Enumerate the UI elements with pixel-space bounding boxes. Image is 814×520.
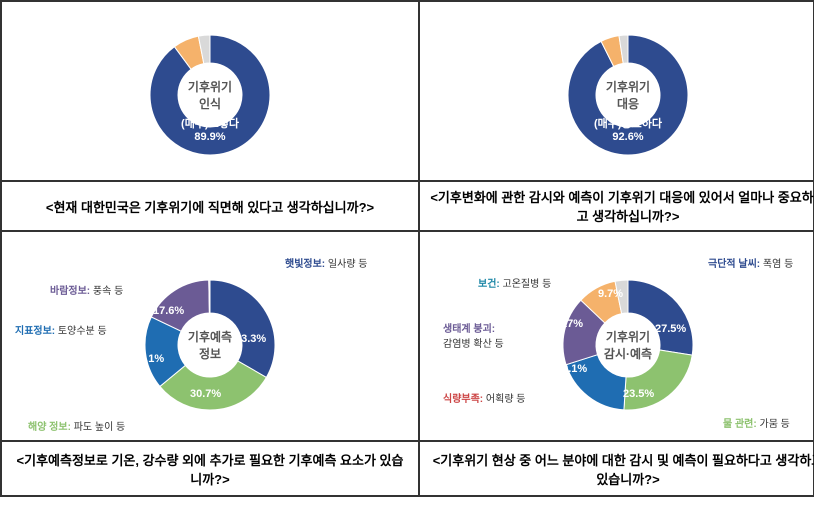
donut-2-main: (매우)중요하다92.6% [594,115,662,143]
slice-ext-label: 식량부족: 어획량 등 [443,390,526,405]
donut-1-center: 기후위기인식 [188,78,232,112]
question-3: <기후예측정보로 기온, 강수량 외에 추가로 필요한 기후예측 요소가 있습니… [1,441,419,496]
chart-grid: 기후위기인식 (매우)그렇다89.9% 기후위기대응 (매우)중요하다92.6%… [0,0,814,497]
slice-ext-label: 해양 정보: 파도 높이 등 [28,418,125,433]
donut-4: 기후위기감시·예측 27.5% 극단적 날씨: 폭염 등 23.5% 물 관련: 가뭄… [428,240,814,432]
slice-ext-label: 극단적 날씨: 폭염 등 [708,255,793,270]
slice-pct: 27.5% [655,323,686,335]
donut-4-center: 기후위기감시·예측 [604,328,652,362]
question-2: <기후변화에 관한 감시와 예측이 기후위기 대응에 있어서 얼마나 중요하다고… [419,181,814,231]
donut-3-center: 기후예측정보 [188,328,232,362]
slice-ext-label: 보건: 고온질병 등 [478,275,551,290]
slice-pct: 18.1% [133,353,164,365]
donut-1-main: (매우)그렇다89.9% [181,115,239,143]
slice-pct: 33.3% [235,333,266,345]
slice-ext-label: 생태계 붕괴:감염병 확산 등 [443,320,504,350]
slice-pct: 17% [561,318,583,330]
slice-pct: 19.1% [556,363,587,375]
question-1: <현재 대한민국은 기후위기에 직면해 있다고 생각하십니까?> [1,181,419,231]
donut-2-center: 기후위기대응 [606,78,650,112]
slice-pct: 23.5% [623,388,654,400]
cell-chart-4: 기후위기감시·예측 27.5% 극단적 날씨: 폭염 등 23.5% 물 관련: 가뭄… [419,231,814,441]
cell-chart-3: 기후예측정보 33.3% 햇빛정보: 일사량 등 30.7% 해양 정보: 파도 높이… [1,231,419,441]
slice-ext-label: 지표정보: 토양수분 등 [15,322,107,337]
slice-pct: 9.7% [598,288,623,300]
donut-3: 기후예측정보 33.3% 햇빛정보: 일사량 등 30.7% 해양 정보: 파도 높이… [10,240,410,432]
question-4: <기후위기 현상 중 어느 분야에 대한 감시 및 예측이 필요하다고 생각하고… [419,441,814,496]
cell-chart-2: 기후위기대응 (매우)중요하다92.6% [419,1,814,181]
slice-pct: 17.6% [153,305,184,317]
donut-1: 기후위기인식 (매우)그렇다89.9% [10,10,410,172]
donut-2: 기후위기대응 (매우)중요하다92.6% [428,10,814,172]
slice-pct: 30.7% [190,388,221,400]
cell-chart-1: 기후위기인식 (매우)그렇다89.9% [1,1,419,181]
slice-ext-label: 바람정보: 풍속 등 [50,282,123,297]
slice-ext-label: 물 관련: 가뭄 등 [723,415,790,430]
slice-ext-label: 햇빛정보: 일사량 등 [285,255,368,270]
